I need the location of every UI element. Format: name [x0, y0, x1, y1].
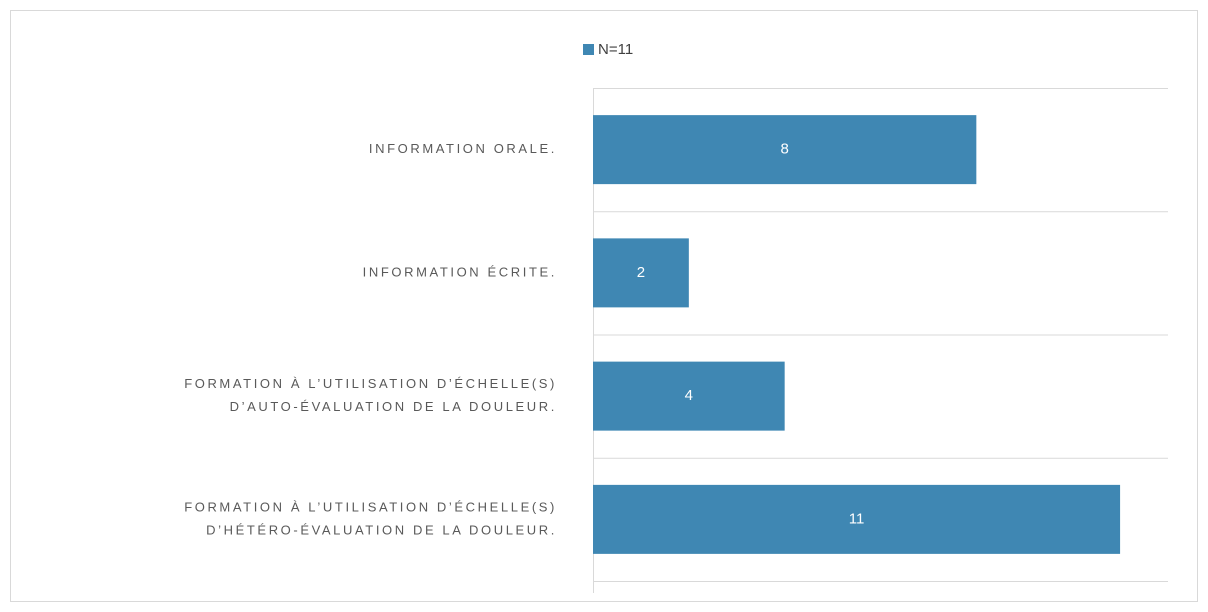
y-tick-label: INFORMATION ORALE.: [369, 141, 557, 156]
legend-swatch: [583, 44, 594, 55]
y-tick-label: INFORMATION ÉCRITE.: [363, 264, 557, 279]
data-label: 4: [685, 387, 693, 404]
bar: [593, 115, 977, 185]
y-tick-label: FORMATION À L’UTILISATION D’ÉCHELLE(S): [184, 499, 557, 514]
y-tick-label: D’HÉTÉRO-ÉVALUATION DE LA DOULEUR.: [206, 522, 557, 537]
y-tick-label: FORMATION À L’UTILISATION D’ÉCHELLE(S): [184, 376, 557, 391]
data-label: 2: [637, 264, 645, 281]
y-tick-label: D’AUTO-ÉVALUATION DE LA DOULEUR.: [230, 399, 557, 414]
data-label: 11: [849, 510, 865, 527]
bar: [593, 238, 689, 308]
legend-label: N=11: [598, 41, 633, 58]
data-label: 8: [780, 141, 788, 158]
bar: [593, 361, 785, 431]
bar: [593, 484, 1121, 554]
